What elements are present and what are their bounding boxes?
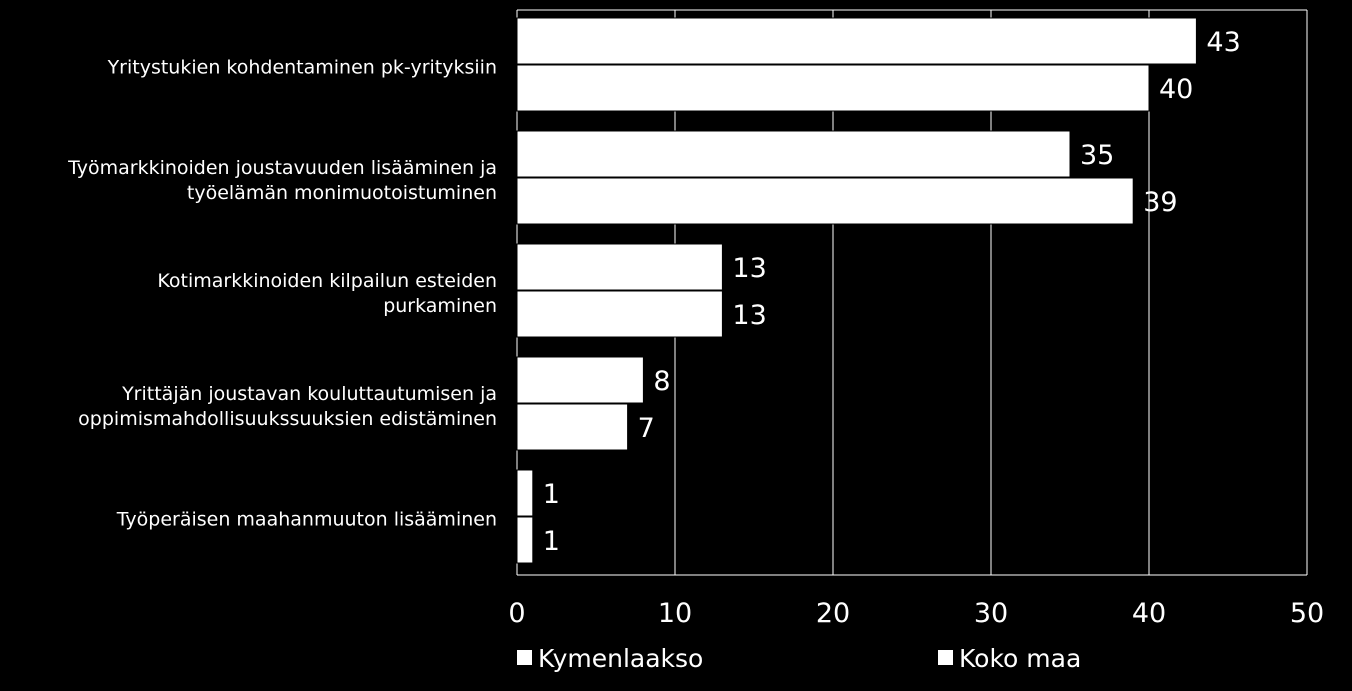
data-label: 43: [1206, 27, 1240, 58]
category-label: Työperäisen maahanmuuton lisääminen: [116, 509, 497, 531]
bar-kymenlaakso: [516, 356, 644, 404]
bar-koko-maa: [516, 403, 629, 451]
category-labels: Yritystukien kohdentaminen pk-yrityksiin…: [67, 57, 497, 531]
data-labels: 43 35 13 8 1 40 39 13 7 1: [543, 27, 1241, 557]
legend-swatch: [938, 650, 953, 665]
x-tick-label: 20: [816, 598, 850, 629]
bar-koko-maa: [516, 64, 1150, 112]
x-tick-label: 0: [508, 598, 525, 629]
data-label: 7: [638, 413, 655, 444]
bar-kymenlaakso: [516, 17, 1197, 65]
bar-koko-maa: [516, 516, 534, 564]
legend: Kymenlaakso Koko maa: [517, 644, 1081, 673]
x-axis-ticks: 0 10 20 30 40 50: [508, 598, 1324, 629]
category-label: Yrittäjän joustavan kouluttautumisen ja o…: [78, 383, 497, 430]
category-label: Työmarkkinoiden joustavuuden lisääminen …: [67, 157, 497, 204]
bar-kymenlaakso: [516, 469, 534, 517]
legend-label: Koko maa: [959, 644, 1081, 673]
data-label: 40: [1159, 74, 1193, 105]
legend-label: Kymenlaakso: [538, 644, 703, 673]
data-label: 13: [732, 300, 766, 331]
x-tick-label: 10: [658, 598, 692, 629]
bar-koko-maa: [516, 290, 723, 338]
legend-swatch: [517, 650, 532, 665]
bar-kymenlaakso: [516, 130, 1071, 178]
data-label: 13: [732, 253, 766, 284]
x-tick-label: 40: [1132, 598, 1166, 629]
category-label: Yritystukien kohdentaminen pk-yrityksiin: [107, 57, 497, 79]
data-label: 1: [543, 479, 560, 510]
bar-koko-maa: [516, 177, 1134, 225]
data-label: 8: [653, 366, 670, 397]
data-label: 1: [543, 526, 560, 557]
data-label: 35: [1080, 140, 1114, 171]
bar-kymenlaakso: [516, 243, 723, 291]
bars: [516, 17, 1197, 564]
x-tick-label: 30: [974, 598, 1008, 629]
x-tick-label: 50: [1290, 598, 1324, 629]
data-label: 39: [1143, 187, 1177, 218]
category-label: Kotimarkkinoiden kilpailun esteiden purka…: [157, 270, 497, 317]
